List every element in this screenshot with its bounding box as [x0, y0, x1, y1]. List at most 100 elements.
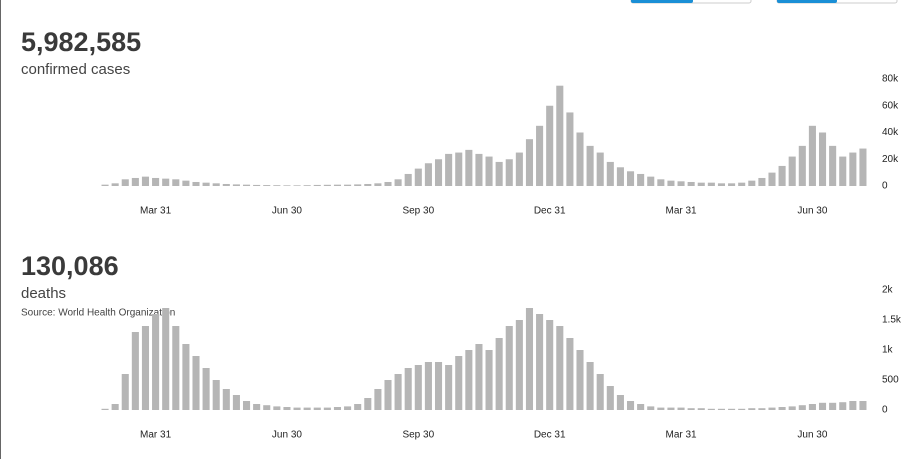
- bar: [323, 407, 331, 410]
- bar: [525, 308, 534, 410]
- bar: [344, 184, 352, 186]
- bar: [839, 402, 847, 410]
- bar: [808, 404, 816, 410]
- bar: [445, 153, 453, 186]
- bar: [576, 132, 584, 186]
- bar: [404, 368, 412, 410]
- bar: [576, 350, 584, 410]
- bar: [303, 407, 311, 410]
- bar: [364, 183, 372, 186]
- bar: [141, 326, 150, 410]
- bar: [303, 185, 311, 186]
- bar: [354, 184, 362, 186]
- bar: [172, 179, 180, 186]
- bar: [141, 176, 150, 186]
- bar: [667, 407, 675, 410]
- bar: [616, 395, 624, 410]
- toggle-active[interactable]: [777, 0, 837, 3]
- bar: [364, 398, 372, 410]
- bar: [788, 406, 796, 410]
- bar: [515, 152, 523, 186]
- bar: [536, 125, 544, 186]
- bar: [586, 145, 594, 186]
- bar: [697, 182, 705, 186]
- bar: [707, 182, 715, 186]
- bar: [232, 184, 240, 186]
- bar: [818, 132, 827, 186]
- bar: [111, 183, 119, 186]
- bar: [374, 183, 382, 186]
- bar: [424, 163, 432, 186]
- bar: [616, 167, 624, 186]
- x-tick-label: Dec 31: [534, 430, 566, 441]
- bar: [546, 320, 554, 410]
- x-tick-label: Dec 31: [534, 206, 566, 217]
- bar: [394, 374, 402, 410]
- bar: [253, 184, 261, 186]
- bar: [717, 183, 726, 186]
- x-tick-label: Jun 30: [272, 430, 302, 441]
- bar: [273, 406, 281, 410]
- bar: [232, 395, 240, 410]
- bar: [798, 405, 806, 410]
- bar: [344, 406, 352, 410]
- bar: [212, 380, 220, 410]
- bar: [707, 408, 715, 410]
- toggle-active[interactable]: [631, 0, 693, 3]
- bar: [829, 402, 837, 410]
- bar: [263, 185, 271, 186]
- y-tick-label: 500: [882, 375, 899, 386]
- bar: [253, 404, 261, 410]
- bar: [101, 408, 109, 410]
- x-tick-label: Mar 31: [665, 430, 697, 441]
- x-tick-label: Mar 31: [140, 206, 172, 217]
- bar: [313, 184, 321, 186]
- bar: [849, 152, 857, 186]
- bar: [192, 181, 200, 186]
- y-tick-label: 0: [882, 181, 888, 192]
- bar: [606, 386, 614, 410]
- bar: [354, 404, 362, 410]
- bar: [242, 401, 251, 410]
- y-tick-label: 0: [882, 405, 888, 416]
- bar: [323, 184, 331, 186]
- bar: [637, 404, 645, 410]
- x-tick-label: Mar 31: [665, 206, 697, 217]
- bar: [404, 173, 412, 186]
- x-tick-label: Jun 30: [797, 206, 827, 217]
- headline: 130,086: [21, 251, 119, 281]
- bar: [212, 183, 220, 186]
- bar: [162, 308, 170, 410]
- bar: [424, 362, 432, 410]
- bar: [384, 380, 392, 410]
- y-tick-label: 60k: [882, 100, 899, 111]
- bar: [131, 177, 139, 186]
- bar: [152, 177, 160, 186]
- bar: [465, 149, 473, 186]
- bar: [182, 180, 190, 186]
- bar: [455, 356, 463, 410]
- y-tick-label: 2k: [882, 285, 894, 296]
- bar: [748, 180, 756, 186]
- bar: [445, 365, 453, 410]
- bar: [242, 184, 251, 186]
- bar: [687, 181, 695, 186]
- bar: [202, 182, 210, 186]
- bar: [566, 338, 574, 410]
- bar: [222, 183, 230, 186]
- bar: [111, 404, 119, 410]
- bar: [768, 407, 776, 410]
- bar: [475, 153, 483, 186]
- bar: [657, 179, 665, 186]
- bar: [263, 405, 271, 410]
- bar: [626, 401, 635, 410]
- bar: [313, 407, 321, 410]
- bar: [768, 172, 776, 186]
- y-tick-label: 80k: [882, 74, 899, 85]
- x-tick-label: Jun 30: [272, 206, 302, 217]
- bar: [283, 185, 291, 186]
- bar: [333, 407, 342, 410]
- bar: [384, 181, 392, 186]
